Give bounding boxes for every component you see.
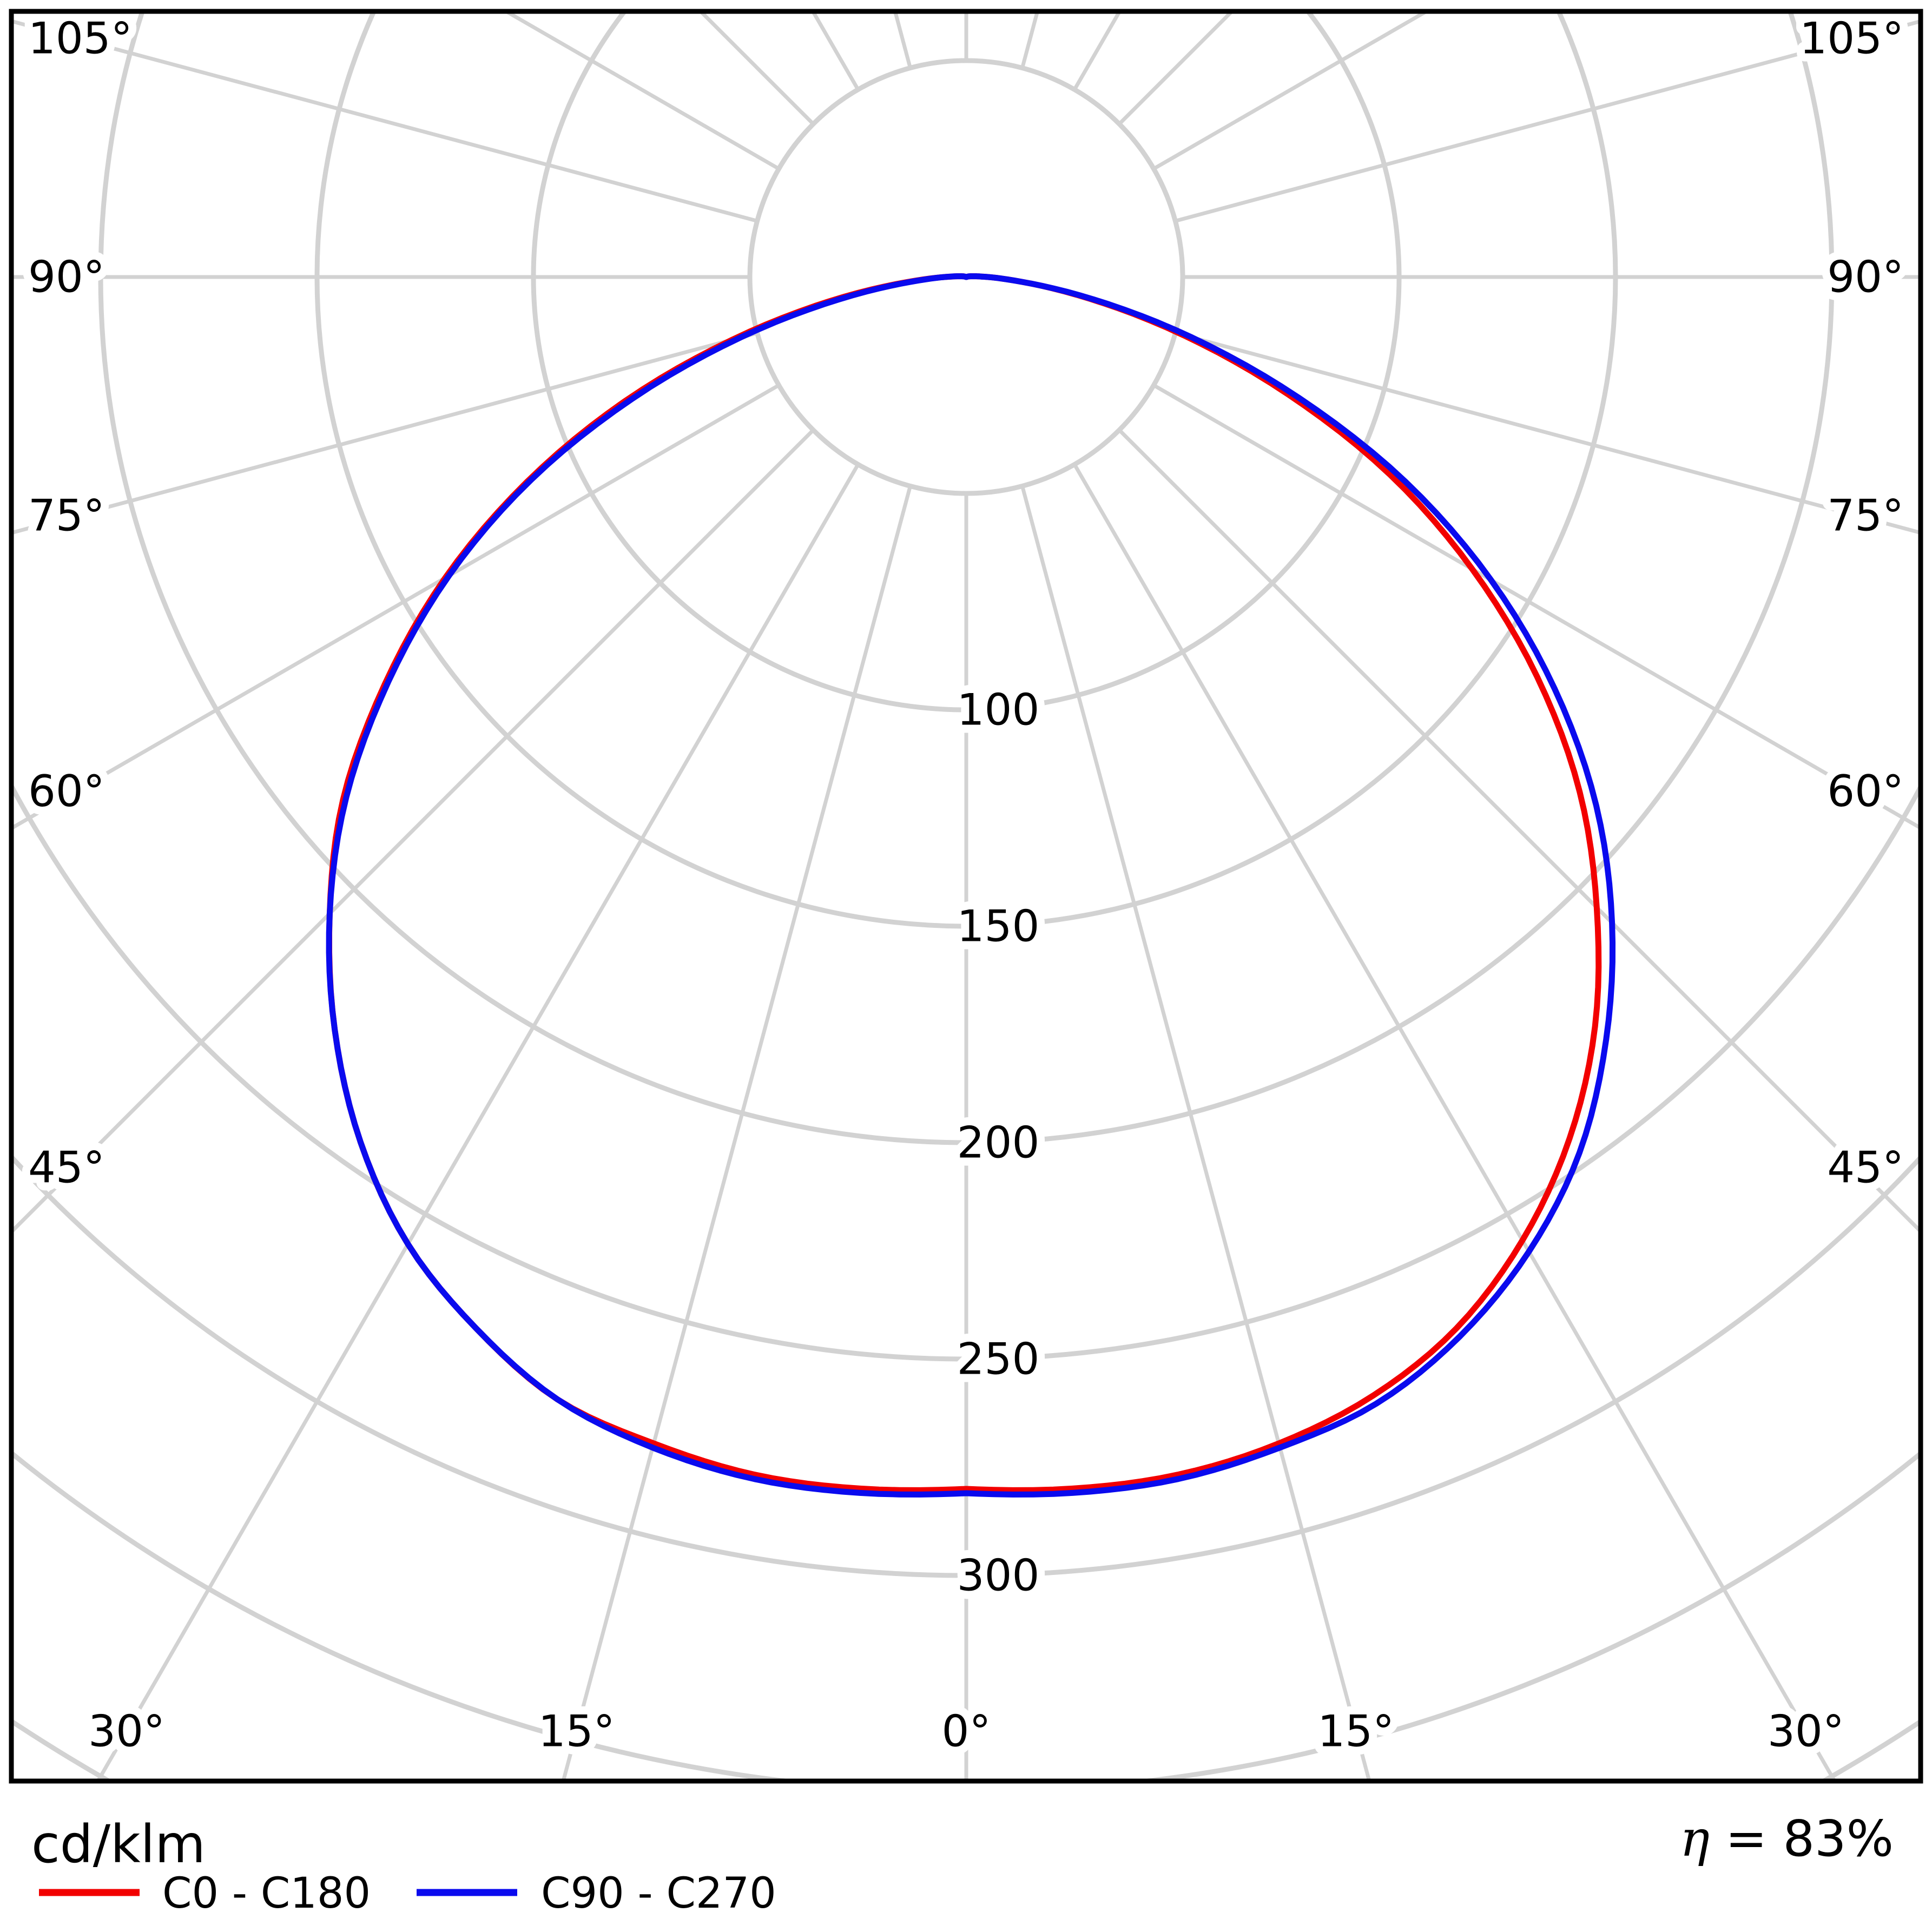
radial-label-200: 200 <box>957 1118 1040 1168</box>
angle-label-left-60: 60° <box>28 766 105 816</box>
radial-label-300: 300 <box>957 1551 1040 1601</box>
angle-label-right-45: 45° <box>1827 1143 1904 1193</box>
curve-c90-c270 <box>326 273 1616 1498</box>
legend-label-c90-c270: C90 - C270 <box>541 1869 776 1918</box>
intensity-curves <box>326 273 1616 1498</box>
angle-label-right-60: 60° <box>1827 766 1904 816</box>
angle-label-left-45: 45° <box>28 1143 105 1193</box>
grid-spoke-315 <box>14 428 815 1232</box>
plot-border <box>9 9 1923 1784</box>
grid-spoke-300 <box>14 383 780 829</box>
radial-label-150: 150 <box>957 901 1040 952</box>
angle-label-right-105: 105° <box>1799 13 1904 63</box>
grid-spoke-285 <box>14 331 758 535</box>
grid-spoke-105 <box>1175 19 1918 223</box>
angle-label-left-105: 105° <box>28 13 133 63</box>
grid-spoke-45 <box>1118 428 1918 1232</box>
legend: C0 - C180 C90 - C270 <box>39 1869 776 1918</box>
grid-spoke-30 <box>1072 463 1836 1779</box>
eta-text: = 83% <box>1710 1810 1894 1868</box>
angle-label-left-75: 75° <box>28 491 105 541</box>
grid-spoke-60 <box>1152 383 1918 829</box>
angle-label-bottomright-15: 15° <box>1317 1706 1394 1757</box>
grid-spoke-240 <box>506 14 780 171</box>
efficiency-value: η = 83% <box>1680 1810 1894 1868</box>
angle-label-left-90: 90° <box>28 252 105 302</box>
radial-label-250: 250 <box>957 1334 1040 1384</box>
angle-label-right-90: 90° <box>1827 252 1904 302</box>
legend-label-c0-c180: C0 - C180 <box>162 1869 371 1918</box>
axis-labels: 105° 105° 90° 90° 75° 75° 60° 60° 45° 45° 30° 30° 15… <box>20 5 1912 1764</box>
angle-label-bottomright-30: 30° <box>1768 1706 1844 1757</box>
grid-spoke-75 <box>1175 331 1918 535</box>
angle-label-bottomleft-15: 15° <box>538 1706 615 1757</box>
eta-symbol: η <box>1680 1810 1710 1868</box>
grid-spoke-120 <box>1152 14 1427 171</box>
units-label: cd/klm <box>31 1814 206 1875</box>
grid-spoke-255 <box>14 19 758 223</box>
grid-spoke-330 <box>97 463 860 1779</box>
angle-label-nadir-0: 0° <box>942 1706 991 1757</box>
angle-label-right-75: 75° <box>1827 491 1904 541</box>
grid-spoke-345 <box>562 485 912 1779</box>
radial-label-100: 100 <box>957 685 1040 735</box>
grid-spoke-15 <box>1020 485 1371 1779</box>
angle-label-bottomleft-30: 30° <box>88 1706 165 1757</box>
